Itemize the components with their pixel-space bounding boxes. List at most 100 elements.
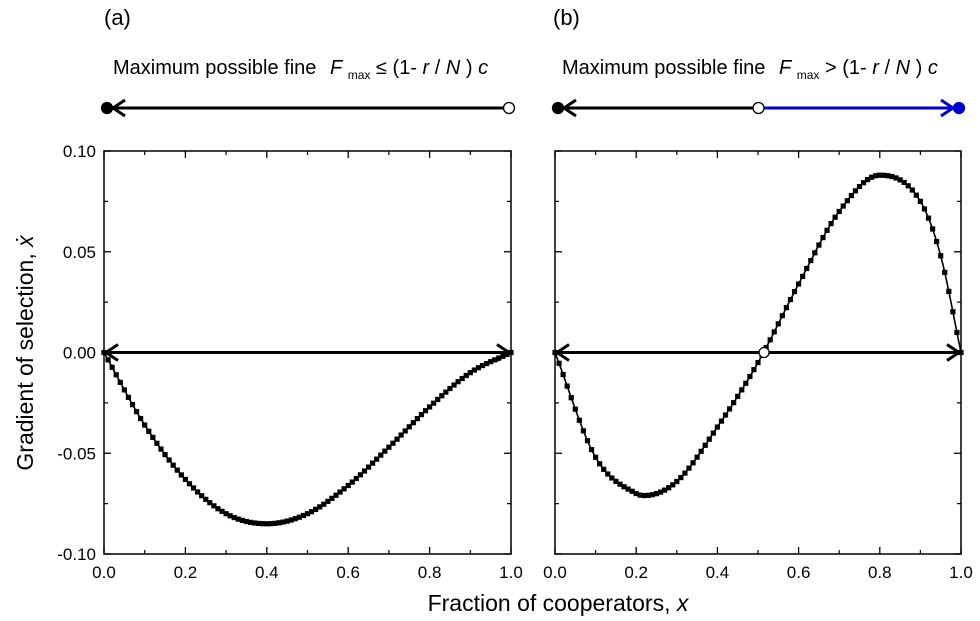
curve-point	[398, 432, 404, 438]
curve-point	[382, 448, 388, 454]
curve-point	[463, 372, 469, 379]
curve-point	[828, 220, 834, 227]
curve-point	[390, 440, 396, 446]
curve-point	[787, 296, 794, 303]
selection-curve	[103, 351, 512, 525]
curve-point	[909, 187, 915, 193]
curve-point	[800, 273, 806, 279]
curve-point	[341, 486, 347, 492]
x-axis-title-var: x	[676, 590, 690, 616]
curve-point	[186, 481, 193, 487]
curve-point	[459, 375, 465, 382]
x-tick-label: 0.6	[787, 563, 811, 582]
curve-point	[162, 452, 168, 458]
curve-point	[467, 370, 473, 376]
curve-point	[840, 203, 846, 209]
y-axis-title-text: Gradient of selection,	[12, 247, 38, 471]
curve-point	[710, 430, 716, 436]
header-a: Maximum possible fine F max ≤ (1- r / N …	[113, 57, 488, 84]
curve-point	[370, 460, 376, 466]
curve-point	[751, 367, 757, 373]
curve-point	[743, 380, 749, 386]
curve-point	[443, 389, 449, 395]
curve-point	[714, 424, 720, 430]
curve-point	[889, 173, 895, 180]
curve-point	[125, 394, 132, 400]
curve-point	[378, 452, 384, 458]
curve-point	[146, 428, 152, 434]
y-tick-label: -0.05	[57, 444, 96, 463]
header-b-n: N	[896, 57, 911, 79]
curve-point	[706, 436, 712, 442]
curve-point	[942, 269, 948, 276]
curve-point	[564, 383, 570, 389]
curve-point	[767, 337, 773, 343]
curve-point	[747, 373, 753, 380]
curve-point	[325, 498, 331, 504]
curve-point	[832, 214, 838, 220]
curve-point	[929, 226, 936, 232]
x-tick-label: 0.4	[706, 563, 730, 582]
curve-point	[576, 417, 582, 423]
curve-point	[613, 478, 619, 484]
curve-point	[678, 474, 684, 481]
curve-point	[913, 192, 919, 198]
y-tick-label: 0.00	[63, 344, 96, 363]
curve-point	[694, 454, 700, 460]
curve-point	[223, 511, 229, 517]
curve-point	[215, 506, 221, 512]
curve-point	[121, 387, 127, 393]
unstable-fixed-point	[502, 101, 516, 115]
curve-point	[170, 462, 176, 468]
curve-point	[938, 253, 944, 259]
ticks-a: 0.0 0.2 0.4 0.6 0.8 1.0 0.10 0.05 0.00 -0.05 -0.10	[57, 142, 523, 582]
curve-point	[406, 424, 412, 430]
curve-point	[402, 428, 408, 434]
unstable-fixed-point	[752, 101, 765, 115]
header-a-slash: /	[435, 57, 441, 79]
curve-point	[227, 513, 233, 519]
curve-point	[568, 395, 574, 401]
curve-point	[329, 495, 335, 501]
curve-point	[292, 516, 298, 522]
curve-point	[605, 471, 611, 477]
y-tick-label: -0.10	[57, 545, 96, 564]
curve-point	[109, 364, 115, 370]
curve-point	[361, 468, 368, 474]
x-tick-label: 1.0	[499, 563, 523, 582]
curve-point	[422, 408, 429, 414]
curve-point	[726, 406, 733, 412]
curve-point	[735, 393, 741, 399]
curve-point	[698, 448, 704, 454]
curve-point	[260, 521, 266, 527]
header-b-prefix: Maximum possible fine	[562, 57, 765, 79]
curve-point	[272, 520, 278, 526]
curve-point	[418, 412, 425, 418]
header-a-sub: max	[348, 68, 371, 82]
curve-point	[925, 215, 932, 221]
curve-point	[496, 355, 502, 361]
curve-point	[105, 357, 111, 363]
curve-point	[203, 496, 209, 502]
curve-point	[288, 517, 294, 523]
curve-point	[556, 360, 562, 366]
curve-point	[662, 487, 668, 493]
curve-point	[860, 180, 867, 186]
curve-point	[182, 476, 188, 483]
y-tick-label: 0.10	[63, 142, 96, 161]
curve-point	[357, 472, 364, 478]
zero-crossing-marker	[758, 346, 770, 359]
plot-area-b	[552, 172, 964, 499]
curve-point	[337, 489, 343, 495]
curve-point	[649, 492, 656, 498]
curve-point	[881, 172, 887, 178]
curve-point	[625, 486, 631, 492]
x-tick-label: 0.0	[92, 563, 116, 582]
curve-point	[633, 490, 639, 497]
curve-point	[166, 457, 172, 463]
y-axis-title: Gradient of selection, ẋ	[12, 234, 38, 471]
x-tick-label: 0.6	[336, 563, 360, 582]
curve-point	[905, 183, 911, 189]
x-tick-label: 1.0	[949, 563, 973, 582]
curve-point	[674, 478, 680, 485]
